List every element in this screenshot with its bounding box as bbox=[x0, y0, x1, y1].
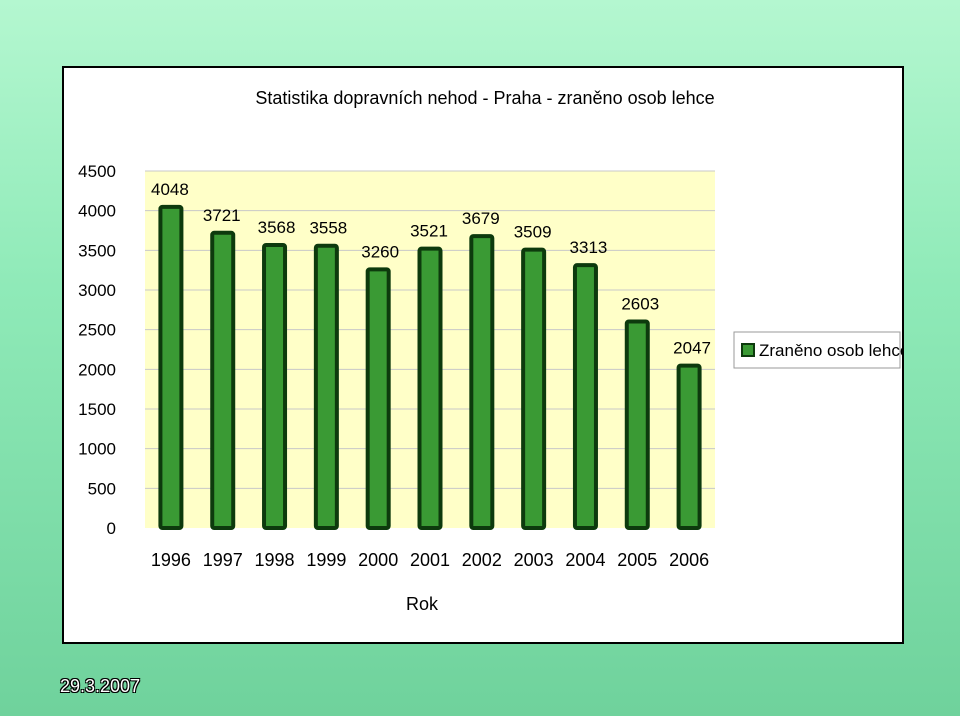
x-tick-label-2005: 2005 bbox=[617, 550, 657, 570]
bar-2003 bbox=[521, 247, 547, 531]
bar-2000 bbox=[365, 267, 391, 531]
x-tick-label-2006: 2006 bbox=[669, 550, 709, 570]
x-tick-label-1998: 1998 bbox=[255, 550, 295, 570]
y-tick-label: 2500 bbox=[78, 321, 116, 340]
bar-1999 bbox=[313, 243, 339, 530]
x-axis-title: Rok bbox=[406, 594, 439, 614]
legend-swatch bbox=[741, 343, 755, 357]
chart-svg: Statistika dopravních nehod - Praha - zr… bbox=[78, 88, 902, 614]
y-tick-label: 2000 bbox=[78, 360, 116, 379]
bars bbox=[158, 204, 702, 531]
y-tick-label: 3000 bbox=[78, 281, 116, 300]
bar-1996 bbox=[158, 204, 184, 530]
legend-box bbox=[733, 331, 901, 369]
data-label-2006: 2047 bbox=[673, 339, 711, 358]
y-axis-ticks: 0 500 1000 1500 2000 2500 3000 3500 4000 4500 bbox=[78, 162, 116, 538]
x-tick-label-2002: 2002 bbox=[462, 550, 502, 570]
data-label-2003: 3509 bbox=[514, 223, 552, 242]
x-axis-ticks: 1996 1997 1998 1999 2000 2001 2002 2003 2004 2005… bbox=[151, 550, 709, 570]
data-label-2000: 3260 bbox=[361, 242, 399, 261]
y-tick-label: 3500 bbox=[78, 241, 116, 260]
data-label-2001: 3521 bbox=[410, 222, 448, 241]
data-label-1999: 3558 bbox=[309, 219, 347, 238]
x-tick-label-2000: 2000 bbox=[358, 550, 398, 570]
y-tick-label: 0 bbox=[107, 519, 116, 538]
bar-2002 bbox=[469, 234, 495, 530]
bar-2004 bbox=[572, 263, 598, 530]
y-tick-label: 1000 bbox=[78, 440, 116, 459]
data-labels: 4048 3721 3568 3558 3260 3521 3679 3509 3313 2603… bbox=[151, 180, 711, 358]
chart-title: Statistika dopravních nehod - Praha - zr… bbox=[255, 88, 714, 108]
y-tick-label: 1500 bbox=[78, 400, 116, 419]
data-label-2002: 3679 bbox=[462, 209, 500, 228]
data-label-1998: 3568 bbox=[258, 218, 296, 237]
data-label-1997: 3721 bbox=[203, 206, 241, 225]
x-tick-label-2004: 2004 bbox=[565, 550, 605, 570]
data-label-2005: 2603 bbox=[621, 294, 659, 313]
bar-2006 bbox=[676, 363, 702, 531]
bar-1998 bbox=[262, 242, 288, 530]
legend-label: Zraněno osob lehce bbox=[759, 341, 902, 360]
x-tick-label-1996: 1996 bbox=[151, 550, 191, 570]
x-tick-label-1999: 1999 bbox=[306, 550, 346, 570]
bar-2001 bbox=[417, 246, 443, 530]
bar-1997 bbox=[210, 230, 236, 530]
x-tick-label-1997: 1997 bbox=[203, 550, 243, 570]
y-tick-label: 4500 bbox=[78, 162, 116, 181]
bar-2005 bbox=[624, 319, 650, 530]
legend: Zraněno osob lehce bbox=[733, 331, 902, 369]
x-tick-label-2003: 2003 bbox=[514, 550, 554, 570]
data-label-2004: 3313 bbox=[570, 238, 608, 257]
chart-panel: Statistika dopravních nehod - Praha - zr… bbox=[62, 66, 904, 644]
slide-date: 29.3.2007 bbox=[60, 676, 141, 696]
data-label-1996: 4048 bbox=[151, 180, 189, 199]
y-tick-label: 500 bbox=[88, 479, 116, 498]
x-tick-label-2001: 2001 bbox=[410, 550, 450, 570]
y-tick-label: 4000 bbox=[78, 202, 116, 221]
